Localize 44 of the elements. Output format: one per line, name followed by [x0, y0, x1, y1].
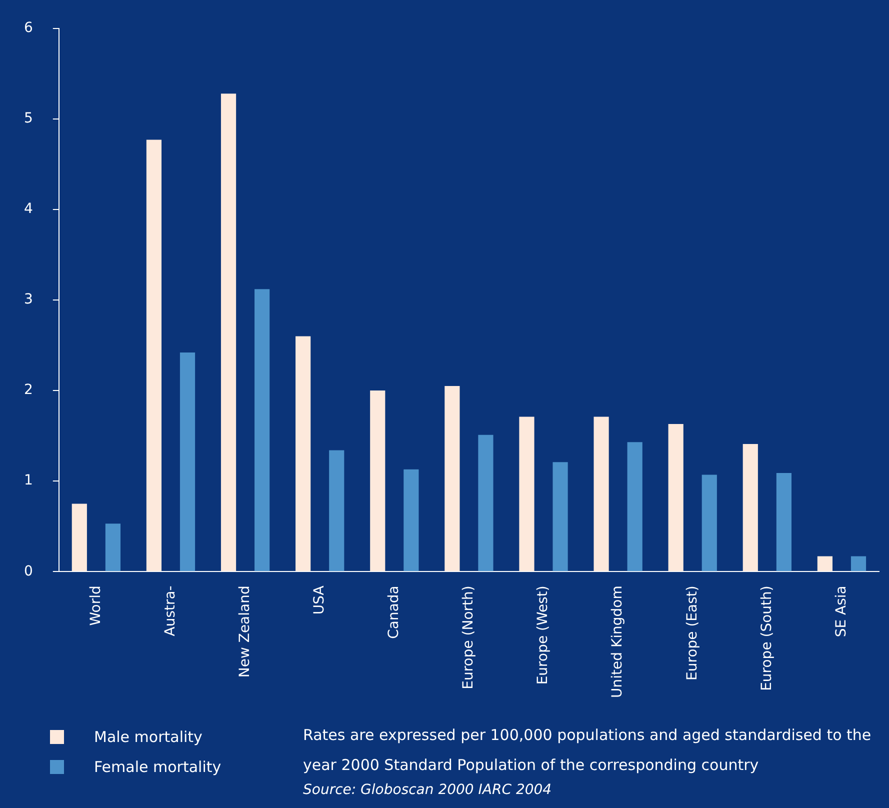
- bar: [72, 504, 87, 572]
- bar: [404, 469, 419, 572]
- bar: [105, 524, 121, 572]
- text: Rates are expressed per 100,000 populations and aged standardised to the year 2000 Standard Population of the corresponding country: [303, 725, 872, 776]
- y-tick-label: 1: [24, 472, 33, 489]
- x-tick-label: Austra-: [162, 586, 178, 636]
- bar: [552, 462, 568, 572]
- bar: [668, 424, 684, 572]
- bar: [776, 472, 792, 572]
- x-tick-label: Europe (South): [758, 586, 775, 691]
- x-tick-label: SE Asia: [833, 586, 850, 638]
- bar: [220, 94, 236, 572]
- bar: [146, 140, 162, 572]
- bar: [329, 450, 344, 572]
- y-tick-label: 5: [24, 110, 33, 127]
- bar: [444, 386, 460, 572]
- x-tick-label: New Zealand: [236, 586, 253, 678]
- bar: [296, 336, 311, 572]
- x-tick-label: Europe (North): [460, 586, 477, 690]
- x-tick-label: Europe (West): [535, 586, 552, 685]
- bar: [742, 444, 758, 572]
- y-tick-label: 2: [24, 382, 33, 398]
- x-tick-label: Canada: [386, 586, 402, 639]
- bar: [627, 442, 642, 572]
- legend-label: Female mortality: [94, 758, 222, 776]
- y-tick-label: 3: [24, 292, 33, 308]
- bar: [478, 434, 494, 572]
- x-tick-label: United Kingdom: [610, 586, 626, 698]
- legend-label: Male mortality: [94, 728, 202, 746]
- y-tick-label: 0: [24, 563, 33, 580]
- bar: [817, 556, 832, 572]
- y-tick-label: 4: [24, 201, 33, 218]
- x-tick-label: Europe (East): [684, 586, 700, 680]
- bar: [370, 390, 386, 572]
- bar: [850, 556, 866, 572]
- x-tick-label: World: [88, 586, 104, 626]
- bar: [702, 474, 717, 572]
- bar: [180, 352, 196, 572]
- source-note: Source: Globoscan 2000 IARC 2004: [303, 781, 553, 800]
- y-tick-label: 6: [24, 20, 33, 36]
- bar: [519, 416, 534, 572]
- bar: [594, 416, 609, 572]
- bar: [254, 289, 270, 572]
- x-tick-label: USA: [311, 585, 328, 615]
